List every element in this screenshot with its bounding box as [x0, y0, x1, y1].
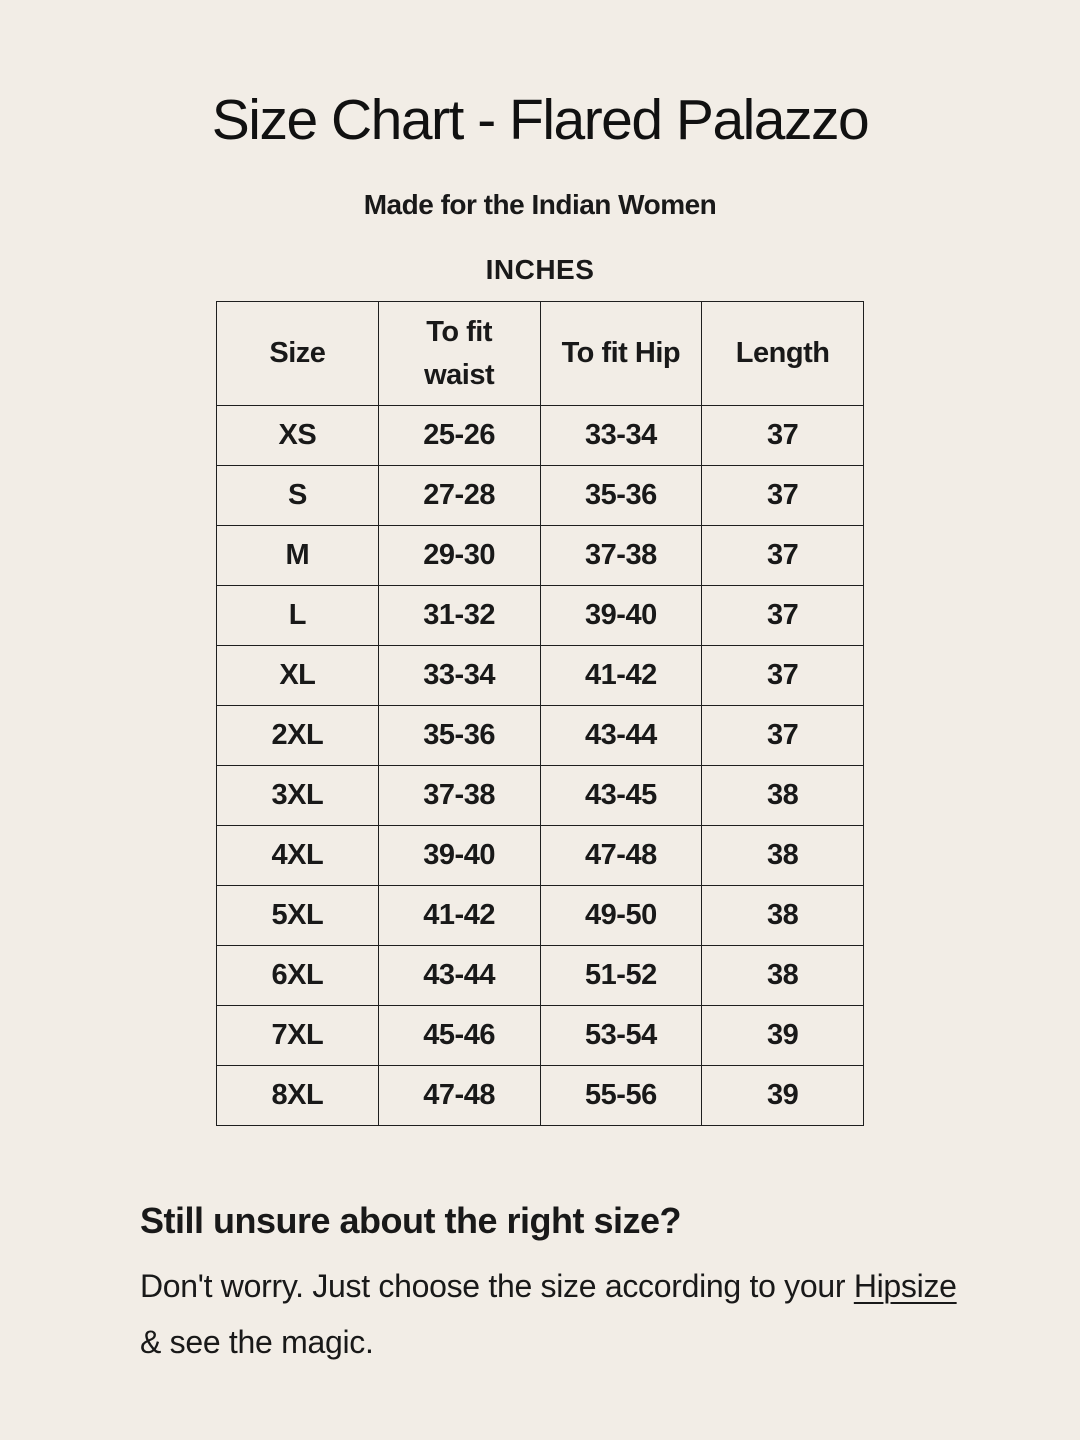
- cell-hip: 43-45: [539, 765, 703, 826]
- cell-hip: 49-50: [539, 885, 703, 946]
- cell-hip: 51-52: [539, 945, 703, 1006]
- footer-heading: Still unsure about the right size?: [140, 1200, 682, 1241]
- cell-size: 7XL: [216, 1005, 379, 1066]
- col-header-length: Length: [701, 301, 864, 406]
- cell-waist: 37-38: [377, 765, 541, 826]
- cell-waist: 43-44: [377, 945, 541, 1006]
- cell-waist: 45-46: [377, 1005, 541, 1066]
- cell-length: 38: [701, 945, 864, 1006]
- cell-size: S: [216, 465, 379, 526]
- cell-hip: 35-36: [539, 465, 703, 526]
- cell-size: 5XL: [216, 885, 379, 946]
- footer-body: Don't worry. Just choose the size accord…: [140, 1258, 960, 1370]
- cell-length: 37: [701, 585, 864, 646]
- cell-length: 38: [701, 825, 864, 886]
- col-header-size: Size: [216, 301, 379, 406]
- table-row: 2XL 35-36 43-44 37: [216, 705, 864, 766]
- cell-length: 37: [701, 465, 864, 526]
- cell-hip: 55-56: [539, 1065, 703, 1126]
- table-header-row: Size To fit waist To fit Hip Length: [216, 301, 864, 406]
- cell-size: XL: [216, 645, 379, 706]
- cell-waist: 29-30: [377, 525, 541, 586]
- table-row: L 31-32 39-40 37: [216, 585, 864, 646]
- unit-label: INCHES: [485, 254, 595, 285]
- cell-length: 38: [701, 765, 864, 826]
- table-row: 3XL 37-38 43-45 38: [216, 765, 864, 826]
- cell-size: 2XL: [216, 705, 379, 766]
- table-row: XL 33-34 41-42 37: [216, 645, 864, 706]
- cell-hip: 39-40: [539, 585, 703, 646]
- footer-text-before: Don't worry. Just choose the size accord…: [140, 1268, 854, 1304]
- cell-length: 37: [701, 705, 864, 766]
- cell-waist: 39-40: [377, 825, 541, 886]
- footer-text-after: & see the magic.: [140, 1324, 374, 1360]
- table-row: 6XL 43-44 51-52 38: [216, 945, 864, 1006]
- table-row: 7XL 45-46 53-54 39: [216, 1005, 864, 1066]
- cell-waist: 47-48: [377, 1065, 541, 1126]
- table-row: 4XL 39-40 47-48 38: [216, 825, 864, 886]
- cell-size: L: [216, 585, 379, 646]
- col-header-hip: To fit Hip: [539, 301, 703, 406]
- cell-length: 37: [701, 525, 864, 586]
- cell-length: 39: [701, 1065, 864, 1126]
- cell-size: 8XL: [216, 1065, 379, 1126]
- cell-length: 39: [701, 1005, 864, 1066]
- cell-length: 37: [701, 405, 864, 466]
- cell-hip: 43-44: [539, 705, 703, 766]
- table-row: 8XL 47-48 55-56 39: [216, 1065, 864, 1126]
- table-row: 5XL 41-42 49-50 38: [216, 885, 864, 946]
- cell-size: 3XL: [216, 765, 379, 826]
- cell-size: M: [216, 525, 379, 586]
- hipsize-link[interactable]: Hipsize: [853, 1268, 957, 1304]
- cell-size: XS: [216, 405, 379, 466]
- page-title: Size Chart - Flared Palazzo: [211, 88, 870, 152]
- table-row: M 29-30 37-38 37: [216, 525, 864, 586]
- size-table: Size To fit waist To fit Hip Length XS 2…: [216, 301, 864, 1126]
- page-subtitle: Made for the Indian Women: [363, 189, 717, 220]
- cell-hip: 53-54: [539, 1005, 703, 1066]
- cell-waist: 41-42: [377, 885, 541, 946]
- table-row: XS 25-26 33-34 37: [216, 405, 864, 466]
- cell-size: 4XL: [216, 825, 379, 886]
- cell-waist: 33-34: [377, 645, 541, 706]
- cell-waist: 35-36: [377, 705, 541, 766]
- col-header-waist: To fit waist: [377, 301, 541, 406]
- table-body: XS 25-26 33-34 37 S 27-28 35-36 37 M 29-…: [216, 405, 864, 1126]
- footer-note: Still unsure about the right size? Don't…: [140, 1198, 970, 1370]
- cell-waist: 25-26: [377, 405, 541, 466]
- cell-length: 38: [701, 885, 864, 946]
- cell-waist: 27-28: [377, 465, 541, 526]
- cell-hip: 33-34: [539, 405, 703, 466]
- cell-hip: 41-42: [539, 645, 703, 706]
- cell-hip: 47-48: [539, 825, 703, 886]
- cell-waist: 31-32: [377, 585, 541, 646]
- cell-length: 37: [701, 645, 864, 706]
- cell-hip: 37-38: [539, 525, 703, 586]
- table-row: S 27-28 35-36 37: [216, 465, 864, 526]
- cell-size: 6XL: [216, 945, 379, 1006]
